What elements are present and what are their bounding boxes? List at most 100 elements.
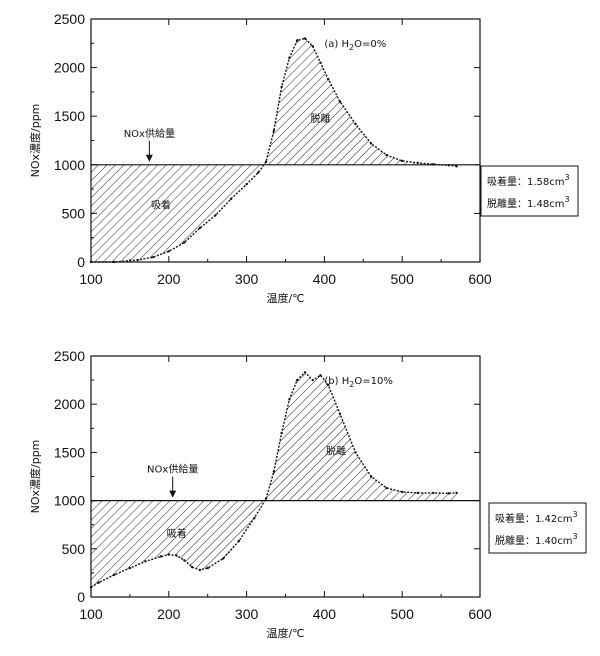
summary-box: 吸着量：1.42cm3 脱離量：1.40cm3 (488, 502, 587, 554)
y-tick-label: 2000 (54, 60, 85, 76)
supply-label: NOx供給量 (147, 463, 198, 476)
y-tick-label: 0 (77, 254, 85, 270)
data-point (327, 383, 330, 387)
data-point (416, 161, 419, 165)
data-point (128, 566, 132, 570)
data-point (354, 122, 357, 126)
y-tick-label: 500 (62, 541, 86, 557)
panel-title: (b) H2O=10% (324, 376, 392, 389)
data-point (175, 554, 178, 557)
data-point (338, 100, 342, 103)
data-point (447, 492, 451, 495)
data-point (455, 491, 458, 495)
summary-box: 吸着量：1.58cm3 脱離量：1.48cm3 (480, 165, 579, 217)
desorption-label: 脱離 (311, 112, 331, 125)
data-point (222, 557, 225, 560)
data-point (152, 255, 155, 259)
adsorption-label: 吸着 (151, 199, 171, 212)
data-point (401, 159, 404, 163)
data-point (288, 398, 291, 401)
data-point (280, 431, 283, 435)
data-point (295, 378, 299, 382)
x-axis-label: 温度/℃ (266, 626, 304, 640)
x-tick-label: 500 (391, 606, 415, 622)
y-axis-label: NOx濃度/ppm (28, 440, 42, 514)
panel-a: 100 200 300 400 500 600 0 500 1000 1500 2000 2500 温度… (28, 11, 579, 305)
x-tick-label: 200 (157, 606, 181, 622)
data-point (190, 565, 194, 569)
y-tick-label: 1500 (54, 444, 85, 460)
y-tick-label: 2500 (54, 11, 85, 27)
data-point (144, 560, 147, 563)
data-point (214, 214, 217, 217)
data-point (280, 85, 283, 89)
data-point (97, 581, 100, 584)
y-axis-label: NOx濃度/ppm (28, 104, 42, 178)
data-point (338, 412, 342, 416)
y-tick-label: 1500 (54, 108, 85, 124)
data-point (264, 160, 268, 164)
x-tick-label: 600 (468, 271, 492, 287)
data-point (113, 573, 116, 577)
data-point (198, 226, 202, 230)
data-point (369, 142, 373, 145)
data-point (136, 258, 139, 262)
x-tick-label: 200 (157, 271, 181, 287)
x-axis-label: 温度/℃ (266, 291, 304, 305)
data-point (206, 566, 209, 570)
data-point (327, 78, 330, 81)
x-tick-label: 500 (391, 271, 415, 287)
data-point (385, 486, 388, 490)
data-point (401, 490, 404, 494)
data-point (245, 183, 248, 186)
y-tick-label: 1000 (54, 493, 85, 509)
desorption-label: 脱離 (326, 444, 346, 457)
data-point (272, 129, 276, 132)
data-point (303, 37, 307, 40)
x-tick-label: 600 (468, 606, 492, 622)
data-point (447, 164, 451, 167)
data-point (295, 39, 299, 42)
supply-label: NOx供給量 (124, 127, 175, 140)
x-tick-label: 300 (235, 271, 259, 287)
y-tick-label: 2000 (54, 396, 85, 412)
data-point (167, 250, 170, 253)
data-point (264, 497, 268, 500)
hatched-area (91, 372, 457, 588)
data-point (272, 470, 276, 473)
y-tick-label: 500 (62, 205, 86, 221)
y-tick-label: 0 (77, 589, 85, 605)
supply-arrowhead (169, 490, 177, 498)
desorption-amount: 脱離量：1.40cm3 (495, 532, 578, 547)
adsorption-label: 吸着 (167, 527, 187, 540)
series-line (90, 371, 457, 588)
x-tick-label: 400 (313, 271, 337, 287)
data-point (455, 165, 458, 168)
data-point (432, 491, 435, 495)
data-point (319, 374, 322, 377)
panel-title: (a) H2O=0% (324, 39, 386, 52)
data-point (237, 539, 241, 543)
data-point (198, 568, 202, 572)
data-point (167, 553, 170, 556)
data-point (257, 171, 260, 174)
desorption-amount: 脱離量：1.48cm3 (487, 195, 570, 210)
data-point (369, 475, 373, 478)
data-point (288, 56, 291, 60)
x-tick-label: 300 (235, 606, 259, 622)
data-point (229, 197, 233, 201)
data-point (159, 555, 163, 558)
data-point (416, 491, 419, 495)
data-point (303, 371, 307, 374)
x-tick-label: 100 (79, 606, 103, 622)
data-point (432, 163, 435, 166)
data-point (385, 153, 388, 157)
data-point (253, 516, 256, 520)
x-tick-label: 400 (313, 606, 337, 622)
data-point (354, 451, 357, 454)
hatched-area (91, 38, 457, 262)
adsorption-amount: 吸着量：1.58cm3 (487, 173, 570, 188)
data-point (183, 559, 186, 562)
data-point (183, 241, 186, 244)
